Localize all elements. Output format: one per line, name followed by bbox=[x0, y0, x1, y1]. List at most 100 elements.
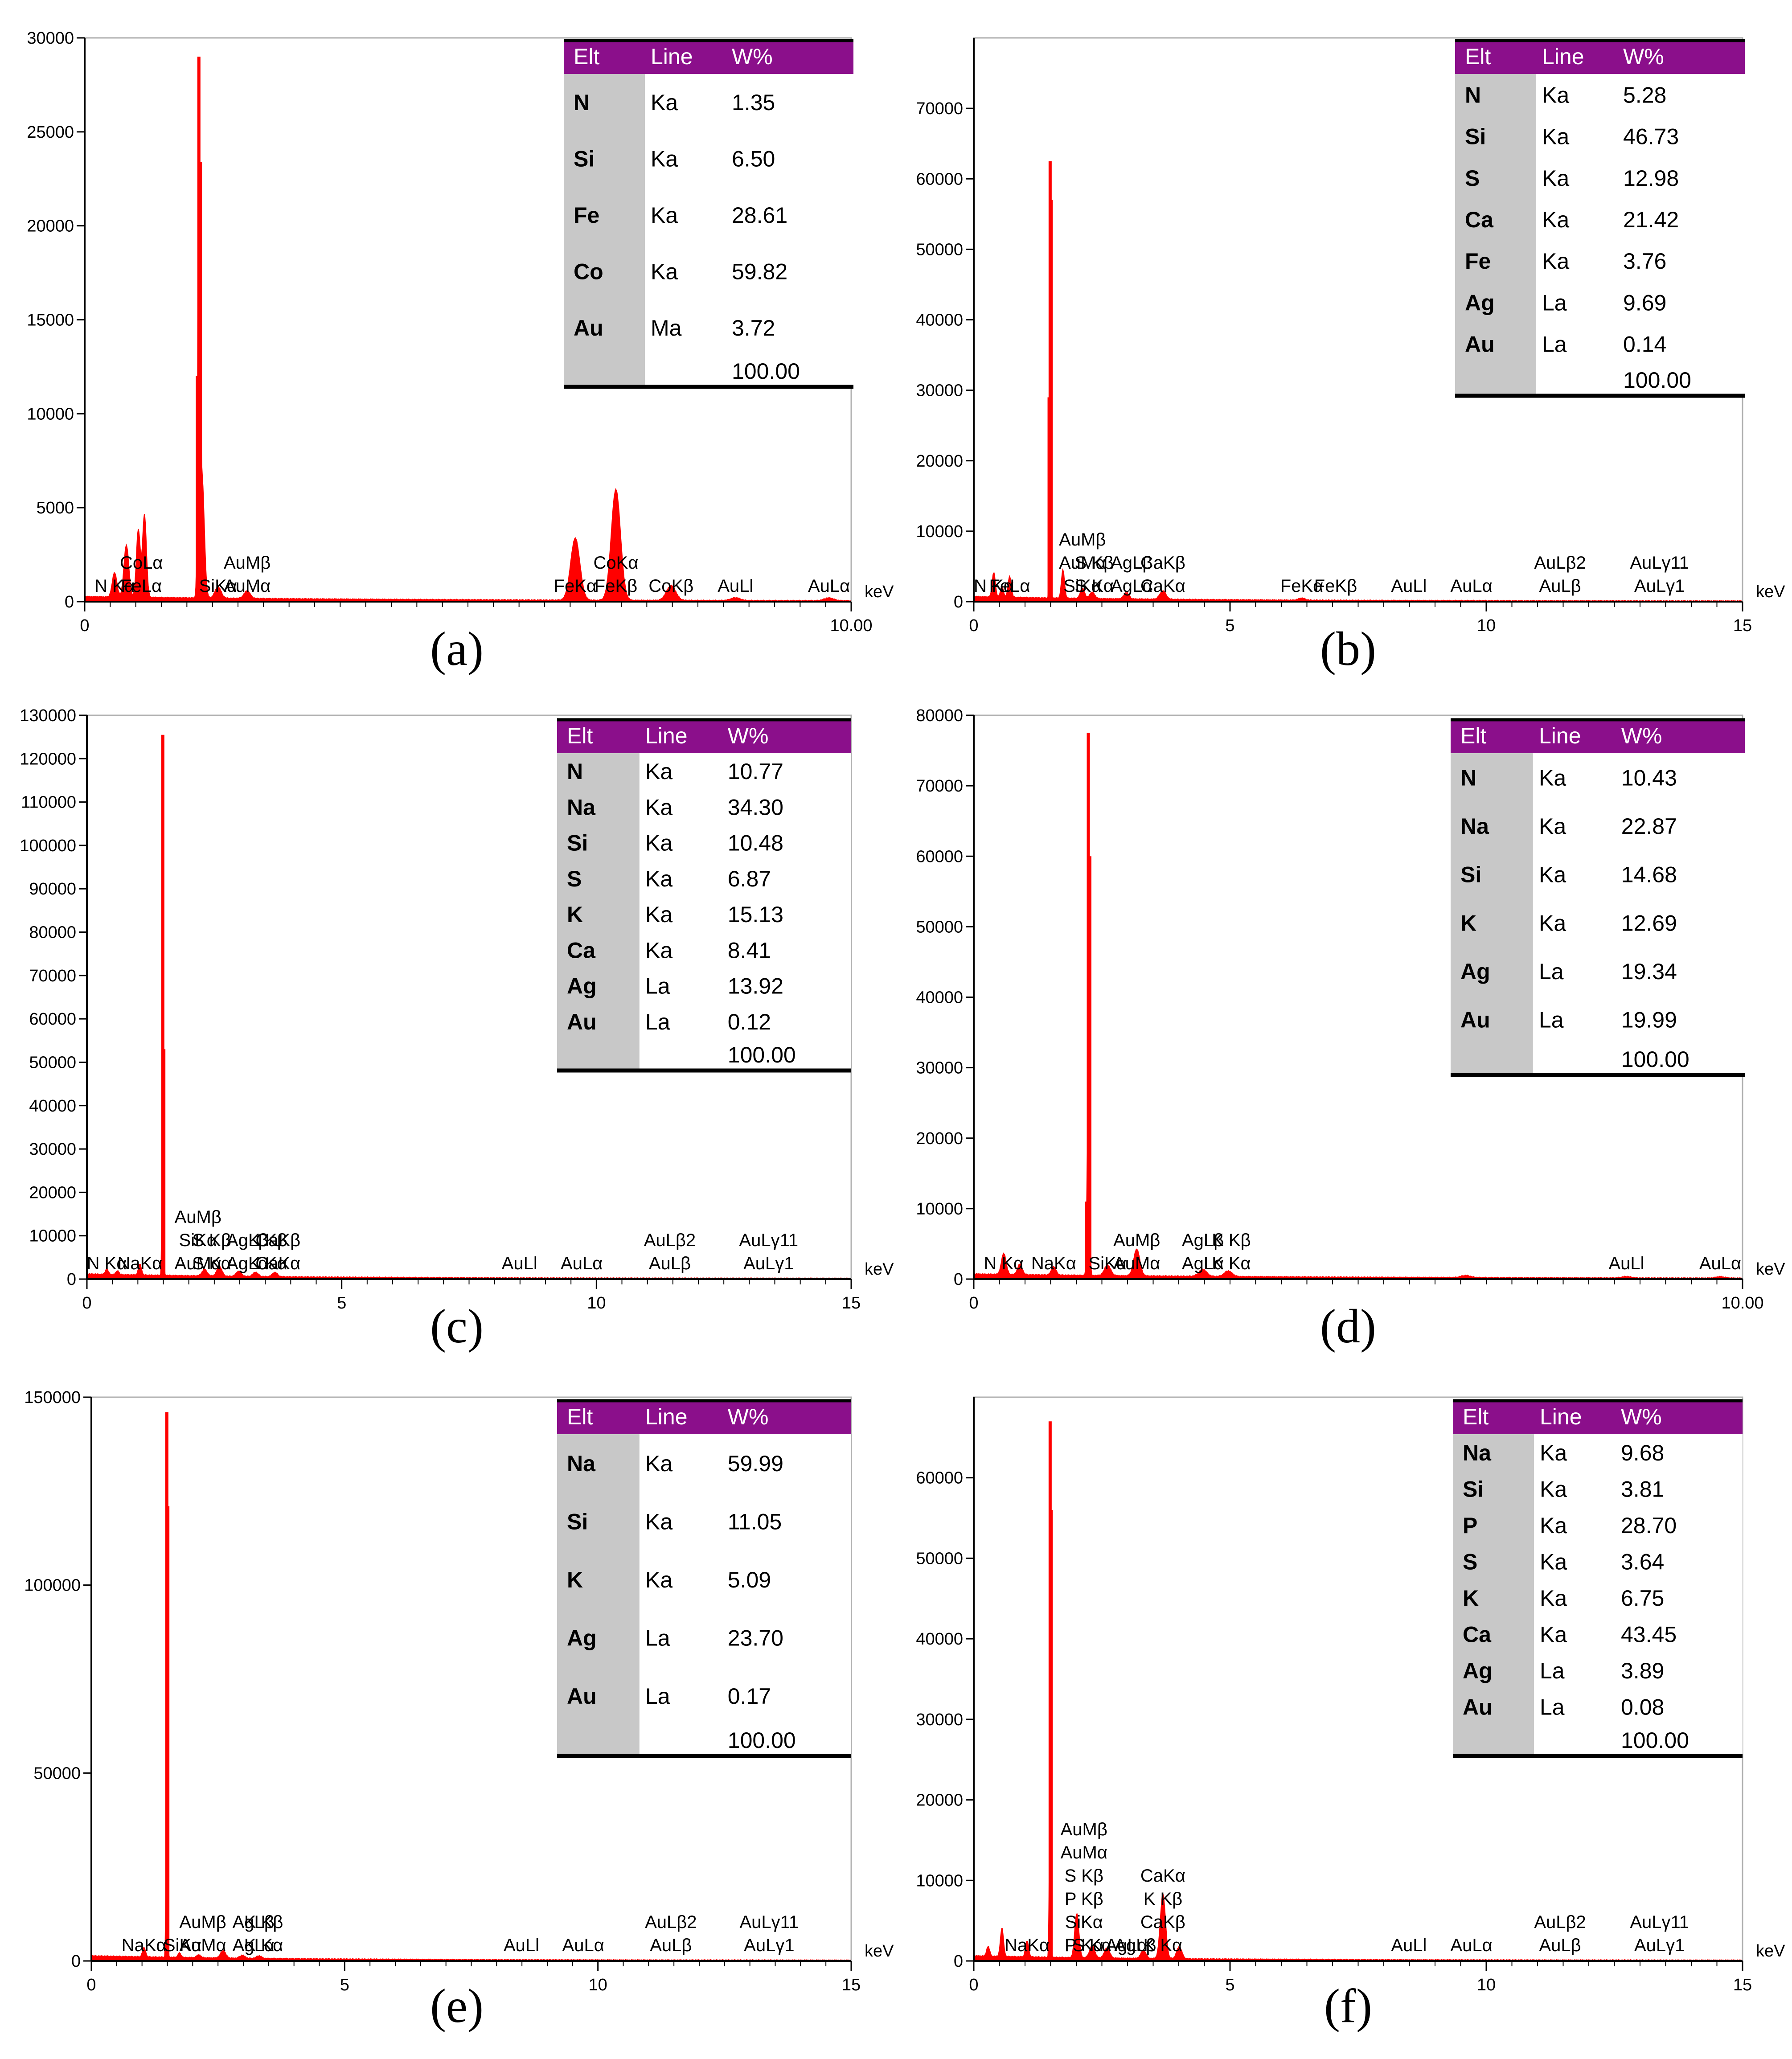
y-tick-label: 0 bbox=[954, 593, 963, 611]
x-tick-label: 10 bbox=[1477, 616, 1496, 635]
table-cell-weight: 10.43 bbox=[1621, 765, 1677, 790]
peak-label: AuMβ bbox=[179, 1912, 226, 1932]
table-header-bg bbox=[564, 39, 853, 74]
panel-label-f: (f) bbox=[1324, 1980, 1372, 2033]
panel-label-c: (c) bbox=[430, 1300, 484, 1353]
table-cell-line: Ka bbox=[1542, 83, 1569, 108]
x-tick-label: 15 bbox=[842, 1976, 861, 1994]
peak-label: K Kβ bbox=[248, 1230, 287, 1250]
spectrum-area bbox=[973, 1069, 1743, 1280]
table-cell-weight: 46.73 bbox=[1623, 124, 1679, 149]
x-unit-label: keV bbox=[865, 582, 894, 601]
y-tick-label: 70000 bbox=[29, 967, 76, 985]
peak-label: CaKβ bbox=[255, 1230, 300, 1250]
peak-label: N Kα bbox=[974, 576, 1014, 596]
table-cell-element: N bbox=[1465, 83, 1481, 108]
table-cell-line: La bbox=[645, 974, 670, 999]
peak-label: AuLl bbox=[502, 1254, 537, 1273]
table-header-wt: W% bbox=[728, 1404, 769, 1429]
table-cell-weight: 34.30 bbox=[728, 795, 783, 820]
table-cell-weight: 9.69 bbox=[1623, 290, 1666, 315]
table-cell-weight: 3.89 bbox=[1621, 1658, 1664, 1683]
table-cell-weight: 13.92 bbox=[728, 974, 783, 999]
table-header-bg bbox=[1451, 718, 1745, 753]
table-cell-weight: 3.64 bbox=[1621, 1549, 1664, 1574]
peak-label: AuLl bbox=[504, 1936, 539, 1955]
y-tick-label: 50000 bbox=[916, 918, 963, 936]
peak-label: AuLγ11 bbox=[1630, 1912, 1689, 1932]
x-tick-label: 0 bbox=[86, 1976, 96, 1994]
peak-label: AuMβ bbox=[175, 1207, 221, 1227]
peak-label: FeKβ bbox=[1314, 576, 1357, 596]
y-tick-label: 70000 bbox=[916, 777, 963, 796]
y-tick-label: 50000 bbox=[29, 1053, 76, 1072]
table-cell-element: Ca bbox=[1463, 1622, 1492, 1647]
table-cell-weight: 1.35 bbox=[732, 90, 775, 115]
peak-label: AgLβ bbox=[1182, 1230, 1224, 1250]
peak-label: AgLα bbox=[1111, 576, 1152, 596]
table-cell-element: Au bbox=[1465, 332, 1495, 357]
table-cell-element: Co bbox=[574, 259, 603, 284]
table-cell-line: Ka bbox=[1539, 862, 1566, 887]
x-tick-label: 5 bbox=[1225, 616, 1234, 635]
peak-label: AgLβ bbox=[1111, 553, 1152, 573]
table-cell-element: Ag bbox=[567, 974, 597, 999]
table-cell-weight: 0.14 bbox=[1623, 332, 1666, 357]
table-cell-weight: 3.76 bbox=[1623, 249, 1666, 274]
table-cell-line: Ka bbox=[1540, 1477, 1567, 1501]
peak-label: AuMβ bbox=[224, 553, 271, 573]
peak-label: AgLα bbox=[233, 1936, 275, 1955]
table-total: 100.00 bbox=[1623, 368, 1691, 393]
table-cell-weight: 6.87 bbox=[728, 866, 771, 891]
table-cell-line: Ka bbox=[645, 831, 673, 856]
x-tick-label: 10.00 bbox=[1721, 1294, 1763, 1313]
table-cell-element: Au bbox=[567, 1684, 597, 1709]
x-unit-label: keV bbox=[1756, 1260, 1785, 1279]
table-cell-line: Ka bbox=[645, 759, 673, 784]
y-tick-label: 50000 bbox=[916, 240, 963, 259]
table-cell-element: Ag bbox=[1460, 959, 1490, 984]
peak-label: AgLα bbox=[1182, 1254, 1224, 1273]
table-cell-line: Ka bbox=[1542, 166, 1569, 191]
peak-label: S Kβ bbox=[1065, 1866, 1103, 1886]
peak-label: CaKα bbox=[1140, 576, 1185, 596]
peak-label: K Kα bbox=[248, 1254, 287, 1273]
peak-label: AuMα bbox=[175, 1254, 221, 1273]
peak-label: AuLα bbox=[1699, 1254, 1741, 1273]
table-header-bg bbox=[557, 718, 851, 753]
table-cell-line: La bbox=[1542, 332, 1567, 357]
table-cell-element: K bbox=[1463, 1586, 1479, 1611]
table-cell-line: La bbox=[645, 1684, 670, 1709]
peak-label: K Kβ bbox=[244, 1912, 283, 1932]
peak-label: AuMα bbox=[1113, 1254, 1160, 1273]
table-cell-weight: 5.28 bbox=[1623, 83, 1666, 108]
table-cell-weight: 59.82 bbox=[732, 259, 787, 284]
table-cell-line: Ka bbox=[651, 203, 678, 228]
peak-label: N Kα bbox=[94, 576, 135, 596]
spectrum-area bbox=[84, 137, 852, 602]
y-tick-label: 50000 bbox=[916, 1549, 963, 1568]
panel-label-e: (e) bbox=[430, 1980, 484, 2033]
table-header-wt: W% bbox=[1621, 1404, 1662, 1429]
table-cell-element: N bbox=[1460, 765, 1476, 790]
table-cell-line: La bbox=[1540, 1658, 1565, 1683]
peak-label: CaKα bbox=[255, 1254, 300, 1273]
table-cell-line: Ka bbox=[651, 259, 678, 284]
peak-label: AuLβ bbox=[649, 1254, 691, 1273]
table-cell-line: Ka bbox=[645, 795, 673, 820]
peak-label: K Kβ bbox=[1212, 1230, 1251, 1250]
table-cell-line: Ka bbox=[1539, 911, 1566, 935]
table-cell-weight: 6.50 bbox=[732, 147, 775, 172]
peak-label: S Kβ bbox=[192, 1230, 231, 1250]
peak-label: FeKβ bbox=[595, 576, 637, 596]
peak-label: AuLl bbox=[1608, 1254, 1644, 1273]
table-cell-weight: 28.70 bbox=[1621, 1513, 1677, 1538]
table-header-line: Line bbox=[1540, 1404, 1582, 1429]
table-cell-element: Na bbox=[1460, 814, 1489, 839]
eds-panel-3: 0 10000 20000 30000 40000 50000 60000 70000 8000… bbox=[916, 706, 1785, 1313]
table-cell-element: Si bbox=[1460, 862, 1481, 887]
table-cell-weight: 0.12 bbox=[728, 1009, 771, 1034]
y-tick-label: 0 bbox=[954, 1952, 963, 1971]
y-tick-label: 0 bbox=[954, 1270, 963, 1289]
